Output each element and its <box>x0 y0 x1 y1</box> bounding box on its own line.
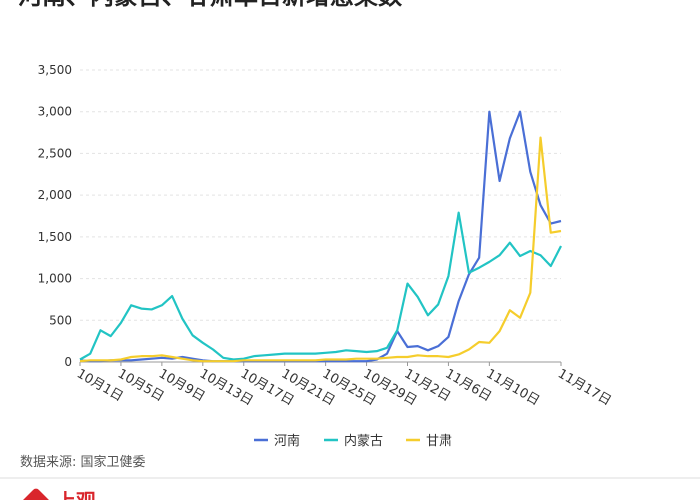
line <box>79 110 562 363</box>
x-tick-label: 10月9日 <box>156 366 208 404</box>
legend-label: 甘肃 <box>426 434 452 449</box>
x-tick-label: 11月6日 <box>442 366 494 404</box>
line <box>79 211 562 361</box>
logo: 上观 <box>56 489 96 500</box>
y-tick-label: 3,500 <box>38 63 72 77</box>
x-tick-label: 10月1日 <box>74 366 126 404</box>
y-tick-label: 3,000 <box>38 105 72 119</box>
y-tick-label: 2,500 <box>38 146 72 160</box>
legend-label: 河南 <box>274 433 300 449</box>
y-tick-label: 1,000 <box>38 272 72 286</box>
x-tick-label: 10月5日 <box>115 366 167 404</box>
y-tick-label: 0 <box>64 355 72 369</box>
y-tick-label: 500 <box>49 313 72 327</box>
x-tick-label: 11月17日 <box>555 366 614 409</box>
x-tick-label: 11月10日 <box>483 366 542 409</box>
source: 数据来源: 国家卫健委 <box>20 454 146 470</box>
line <box>79 136 562 363</box>
y-tick-label: 2,000 <box>38 188 72 202</box>
logo-icon <box>20 488 52 500</box>
legend-label: 内蒙古 <box>344 433 383 449</box>
y-tick-label: 1,500 <box>38 230 72 244</box>
chart-title: 河南、内蒙古、甘肃单日新增感染数 <box>18 0 403 10</box>
